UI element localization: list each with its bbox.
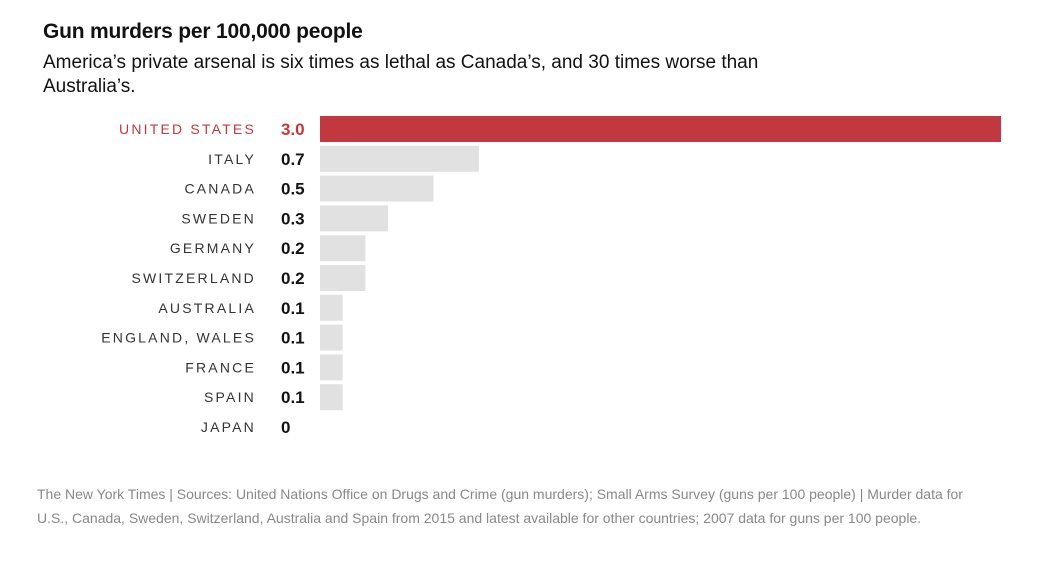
value-label-england-wales: 0.1 — [281, 329, 305, 348]
bar-germany — [320, 235, 366, 262]
bar-france — [320, 354, 343, 381]
value-label-spain: 0.1 — [281, 388, 305, 407]
value-label-switzerland: 0.2 — [281, 269, 305, 288]
category-label-switzerland: SWITZERLAND — [131, 270, 256, 286]
value-label-united-states: 3.0 — [281, 120, 305, 139]
bar-chart: UNITED STATES 3.0 ITALY 0.7 CANADA 0.5 SWEDEN 0… — [101, 116, 1001, 437]
category-label-sweden: SWEDEN — [181, 210, 256, 226]
bar-switzerland — [320, 265, 366, 291]
value-label-sweden: 0.3 — [281, 209, 305, 228]
category-label-england-wales: ENGLAND, WALES — [101, 330, 256, 346]
bar-england-wales — [320, 324, 343, 351]
category-label-spain: SPAIN — [204, 389, 256, 405]
value-label-canada: 0.5 — [281, 180, 305, 199]
category-label-united-states: UNITED STATES — [119, 121, 256, 137]
category-label-italy: ITALY — [208, 151, 256, 167]
bar-united-states — [320, 116, 1001, 142]
bar-spain — [320, 384, 343, 411]
category-label-japan: JAPAN — [201, 419, 256, 435]
chart-title: Gun murders per 100,000 people — [43, 20, 363, 43]
category-label-australia: AUSTRALIA — [158, 300, 256, 316]
value-label-australia: 0.1 — [281, 299, 305, 318]
value-label-france: 0.1 — [281, 358, 305, 377]
chart-subtitle: America’s private arsenal is six times a… — [43, 52, 759, 97]
category-label-france: FRANCE — [185, 359, 256, 375]
category-label-germany: GERMANY — [170, 240, 256, 256]
bar-canada — [320, 175, 434, 202]
value-label-japan: 0 — [281, 418, 290, 437]
category-label-canada: CANADA — [184, 181, 256, 197]
value-label-germany: 0.2 — [281, 239, 305, 258]
source-note: The New York Times | Sources: United Nat… — [37, 486, 963, 526]
value-label-italy: 0.7 — [281, 150, 305, 169]
bar-australia — [320, 294, 343, 321]
bar-sweden — [320, 205, 389, 232]
bar-italy — [320, 145, 479, 172]
